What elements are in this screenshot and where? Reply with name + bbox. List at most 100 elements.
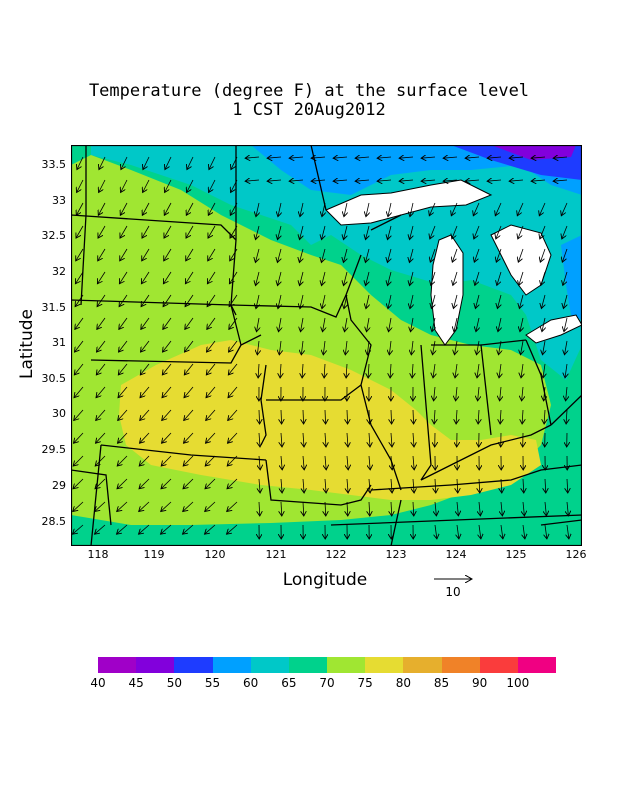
wind-arrow <box>120 225 128 238</box>
wind-arrow <box>325 455 326 470</box>
colorbar-segment <box>174 657 213 673</box>
wind-arrow <box>245 180 260 181</box>
wind-arrow <box>208 202 216 215</box>
wind-arrow <box>518 248 524 262</box>
wind-arrow <box>347 409 348 424</box>
wind-arrow <box>207 294 216 307</box>
wind-arrow <box>119 340 128 352</box>
wind-arrow <box>391 432 392 447</box>
wind-arrow <box>521 363 523 378</box>
wind-arrow <box>117 524 128 534</box>
wind-arrow <box>539 202 546 216</box>
y-tick-label: 32.5 <box>41 229 67 242</box>
wind-arrow <box>140 432 150 443</box>
wind-arrow <box>141 317 150 329</box>
wind-arrow <box>118 363 128 375</box>
wind-arrow <box>279 317 282 332</box>
wind-arrow <box>479 524 481 539</box>
wind-arrow <box>333 157 348 158</box>
y-tick-label: 29.5 <box>41 443 67 456</box>
wind-arrow <box>509 180 524 181</box>
colorbar-segment <box>136 657 175 673</box>
y-tick-label: 33 <box>52 194 66 207</box>
wind-arrow <box>541 294 545 309</box>
wind-arrow <box>477 363 479 378</box>
wind-arrow <box>564 317 567 332</box>
wind-arrow <box>410 294 413 309</box>
wind-arrow <box>278 271 282 286</box>
colorbar-segment <box>288 657 328 673</box>
wind-arrow <box>119 271 128 284</box>
wind-arrow <box>452 225 458 239</box>
wind-arrow <box>478 409 479 424</box>
wind-arrow <box>73 478 84 489</box>
wind-arrow <box>495 202 502 216</box>
wind-arrow <box>323 317 326 332</box>
wind-arrow <box>519 271 524 285</box>
wind-arrow <box>322 294 325 309</box>
colorbar-label: 100 <box>506 676 530 690</box>
wind-arrow <box>95 478 106 489</box>
wind-arrow <box>229 271 238 284</box>
wind-arrow <box>389 340 391 355</box>
wind-arrow <box>431 294 435 309</box>
wind-arrow <box>142 202 150 215</box>
wind-arrow <box>186 202 194 215</box>
wind-arrow <box>256 271 260 286</box>
wind-arrow <box>347 432 348 447</box>
wind-arrow <box>185 294 194 307</box>
wind-arrow <box>399 180 414 181</box>
wind-arrow <box>562 248 568 262</box>
wind-arrow <box>299 248 303 263</box>
y-tick-label: 30.5 <box>41 372 67 385</box>
wind-arrow <box>184 386 194 398</box>
colorbar-label: 90 <box>472 676 488 690</box>
wind-arrow <box>542 317 545 332</box>
wind-arrow <box>563 271 568 285</box>
wind-arrow <box>520 317 523 332</box>
wind-arrow <box>141 294 150 307</box>
wind-arrow <box>206 386 216 398</box>
wind-arrow <box>475 271 480 285</box>
wind-arrow <box>322 271 326 286</box>
wind-arrow <box>281 432 282 447</box>
wind-arrow <box>563 294 567 309</box>
wind-arrow <box>388 225 392 240</box>
wind-arrow <box>205 501 216 512</box>
wind-arrow <box>387 248 391 263</box>
wind-arrow <box>227 501 238 512</box>
wind-arrow <box>228 386 238 398</box>
wind-arrow <box>565 363 567 378</box>
wind-arrow <box>76 248 84 261</box>
wind-arrow <box>451 202 458 216</box>
wind-arrow <box>74 409 84 421</box>
wind-arrow <box>499 340 502 355</box>
wind-arrow <box>433 340 436 355</box>
wind-arrow <box>413 501 414 516</box>
wind-arrow <box>227 455 238 466</box>
wind-arrow <box>206 409 216 421</box>
wind-arrow <box>553 157 568 158</box>
wind-arrow <box>457 501 458 516</box>
wind-arrow <box>479 501 480 516</box>
wind-arrow <box>544 386 545 401</box>
wind-arrow <box>388 202 391 217</box>
y-tick-label: 31.5 <box>41 301 67 314</box>
wind-arrow <box>325 501 326 516</box>
wind-arrow <box>456 386 457 401</box>
wind-arrow <box>453 294 457 309</box>
reference-vector-label: 10 <box>445 585 461 599</box>
wind-arrow <box>391 455 392 470</box>
wind-arrow <box>344 271 348 286</box>
wind-arrow <box>366 202 369 217</box>
wind-arrow <box>161 501 172 512</box>
wind-arrow <box>187 179 194 193</box>
wind-arrow <box>97 340 106 352</box>
y-tick-label: 33.5 <box>41 158 67 171</box>
wind-arrow <box>118 409 128 421</box>
wind-arrow <box>303 478 304 493</box>
wind-arrow <box>259 501 260 516</box>
wind-arrow <box>465 157 480 158</box>
wind-arrow <box>300 202 303 217</box>
wind-arrow <box>311 180 326 181</box>
